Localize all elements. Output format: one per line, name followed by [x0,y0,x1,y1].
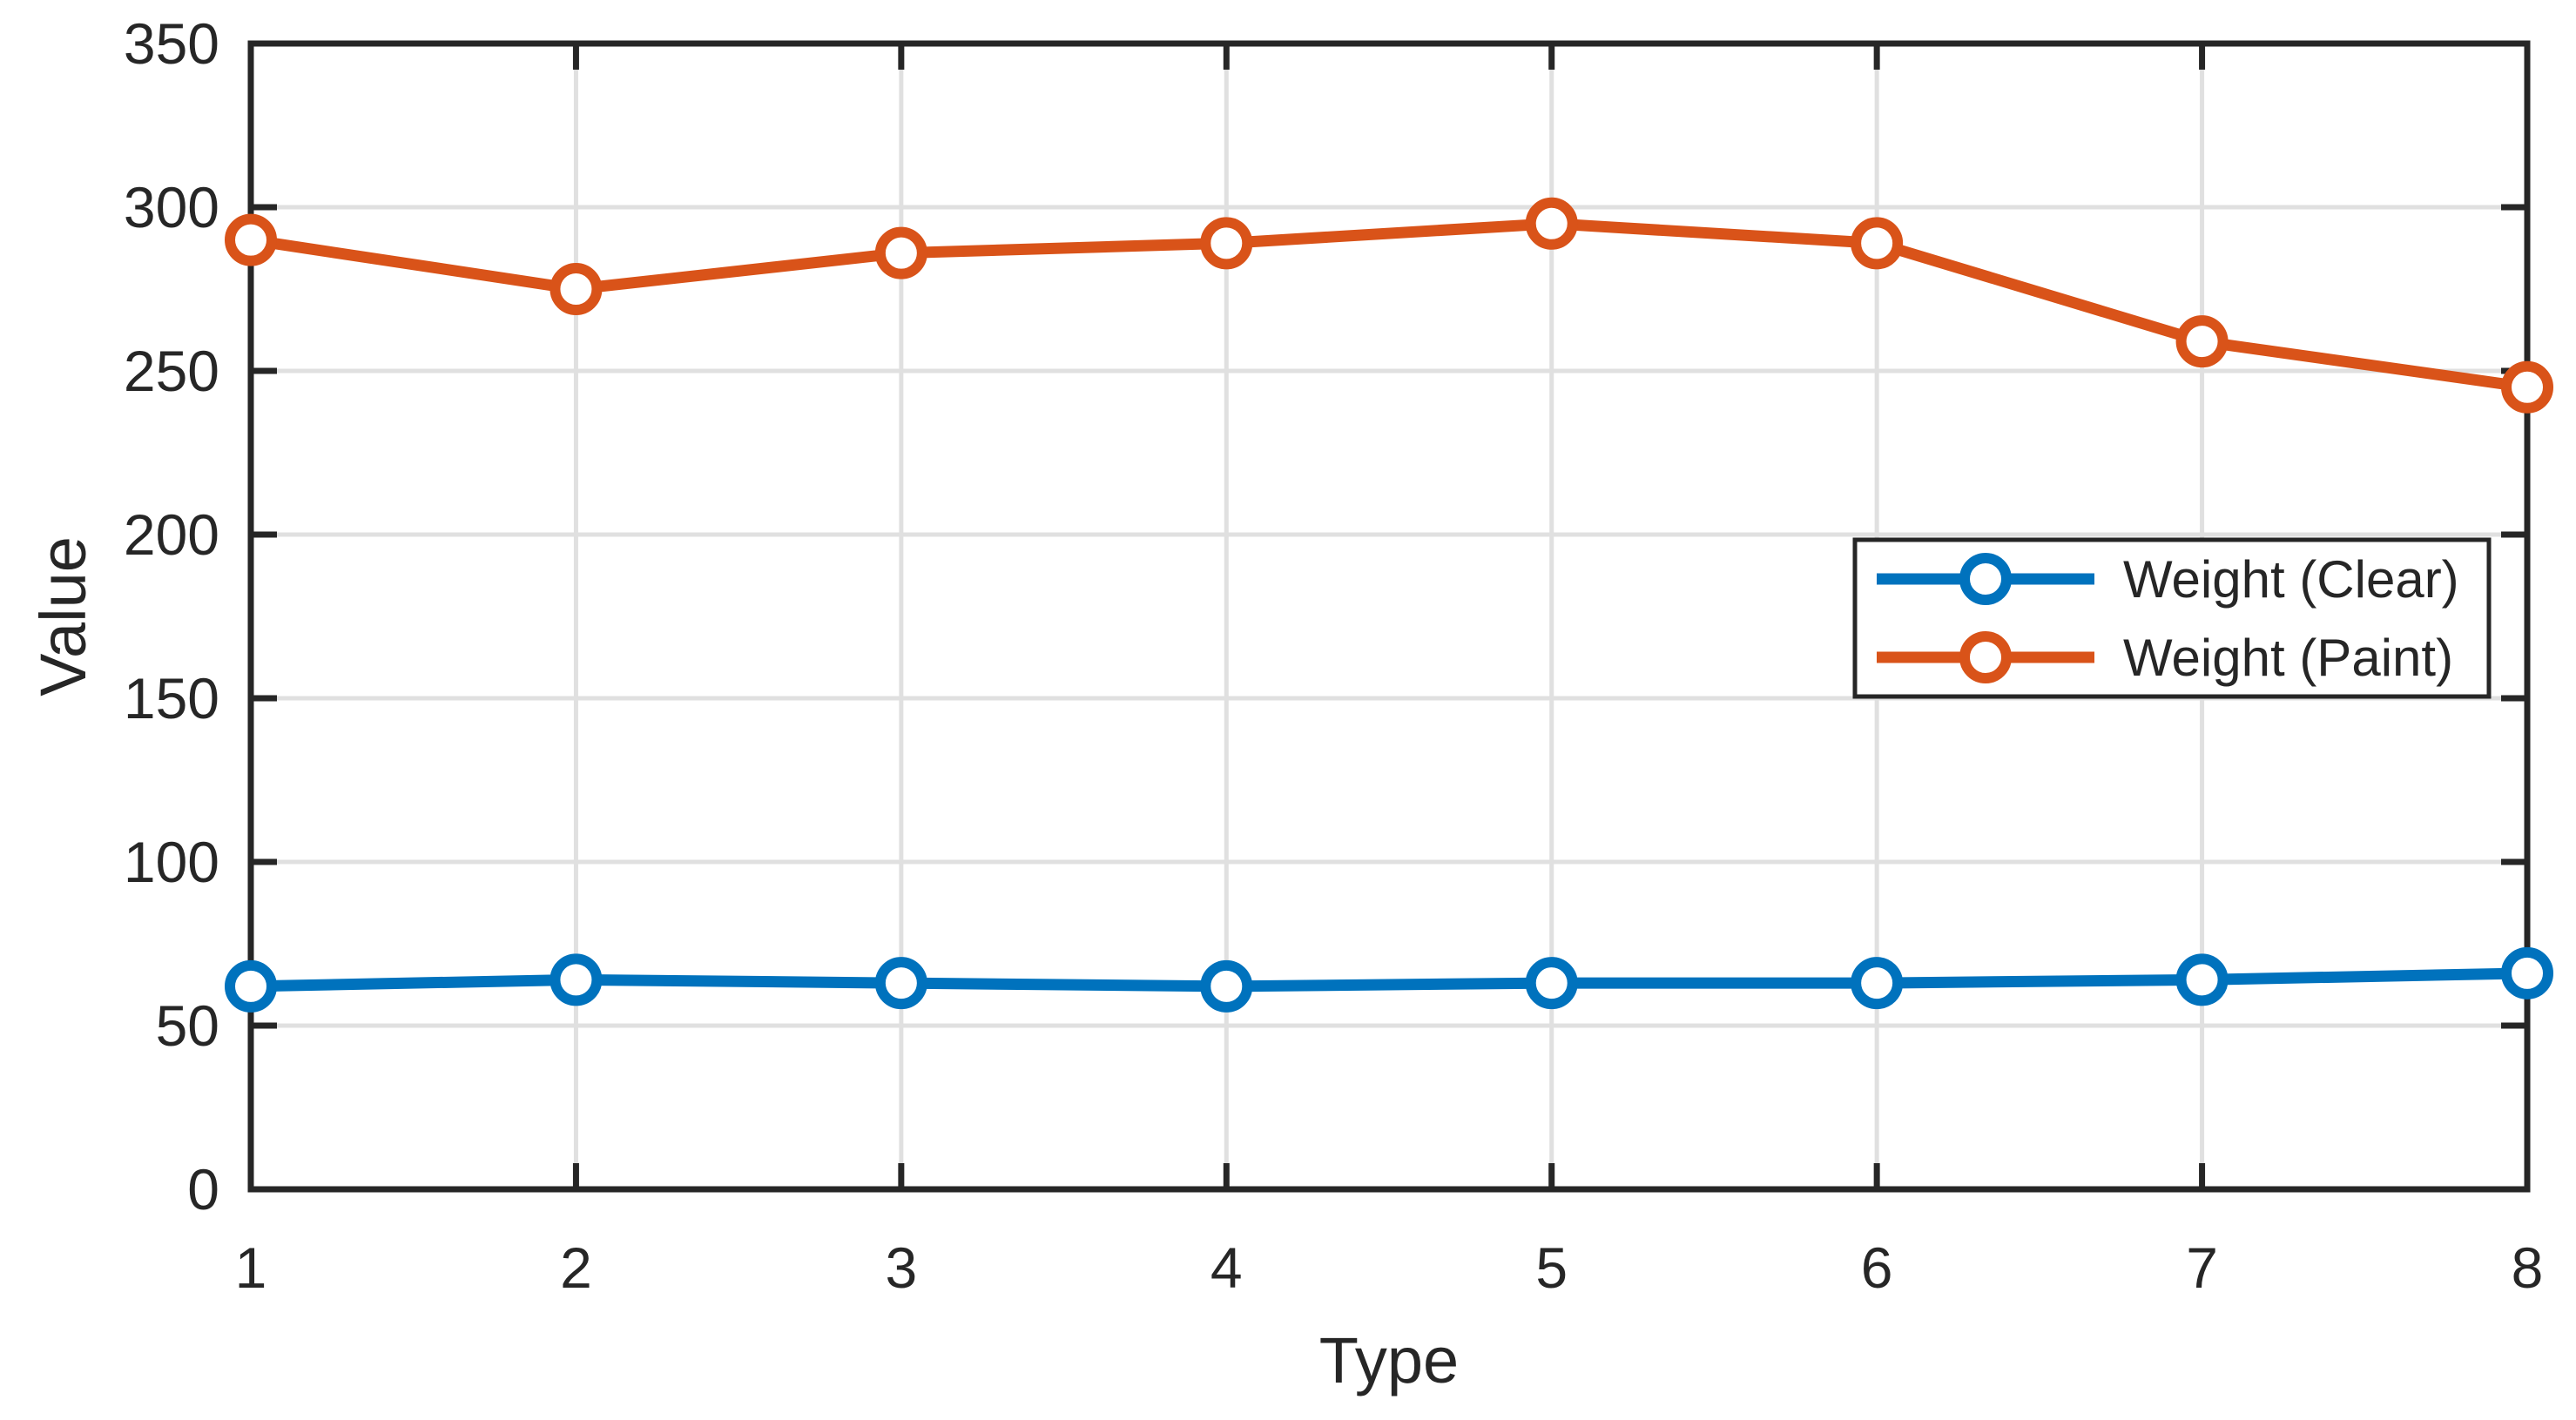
x-tick-label: 2 [560,1235,592,1300]
x-tick-label: 7 [2186,1235,2218,1300]
y-tick-label: 150 [124,666,219,730]
y-tick-label: 100 [124,830,219,894]
series-line [245,218,2533,394]
plot-frame [247,40,2531,1193]
axes-box [247,40,2531,1193]
x-tick-label: 6 [1861,1235,1893,1300]
y-tick-label: 350 [124,11,219,76]
data-point-marker [225,959,277,1013]
y-axis-label: Value [27,536,99,697]
data-point-marker [2175,953,2229,1006]
data-point-marker [874,957,927,1010]
data-point-marker [1851,217,1904,270]
legend-entry: Weight (Clear) [1877,550,2459,609]
legend-label: Weight (Paint) [2123,629,2453,687]
data-point-marker [1525,957,1578,1010]
legend: Weight (Clear) Weight (Paint) [1852,537,2492,699]
y-tick-label: 250 [124,339,219,403]
legend-entry: Weight (Paint) [1877,629,2453,687]
series-line [245,967,2533,993]
x-tick-label: 4 [1210,1235,1243,1300]
data-point-marker [1200,959,1253,1013]
x-tick-label: 1 [235,1235,267,1300]
data-point-marker [1200,217,1253,270]
data-point-marker [874,226,927,279]
legend-sample-marker [1959,553,2012,605]
data-point-marker [2501,946,2553,999]
legend-label: Weight (Clear) [2123,550,2459,609]
tick-labels: 0 50 100 150 200 250 300 350 1 2 3 4 5 6 7 8 [124,11,2543,1300]
data-point-marker [1851,957,1904,1010]
data-point-marker [2175,315,2229,368]
y-tick-label: 200 [124,502,219,567]
data-point-marker [550,263,603,315]
x-tick-label: 3 [885,1235,917,1300]
x-tick-label: 5 [1535,1235,1568,1300]
legend-sample-marker [1959,631,2012,683]
data-series [225,197,2553,1013]
y-tick-label: 300 [124,175,219,239]
legend-box [1852,537,2492,699]
data-point-marker [225,213,277,266]
x-axis-label: Type [1319,1324,1459,1396]
x-tick-label: 8 [2512,1235,2544,1300]
series-weight-paint [225,197,2553,414]
data-point-marker [550,953,603,1006]
data-point-marker [2501,360,2553,414]
y-tick-label: 50 [156,993,219,1058]
y-tick-label: 0 [187,1157,219,1221]
series-weight-clear [225,946,2553,1013]
data-point-marker [1525,197,1578,250]
